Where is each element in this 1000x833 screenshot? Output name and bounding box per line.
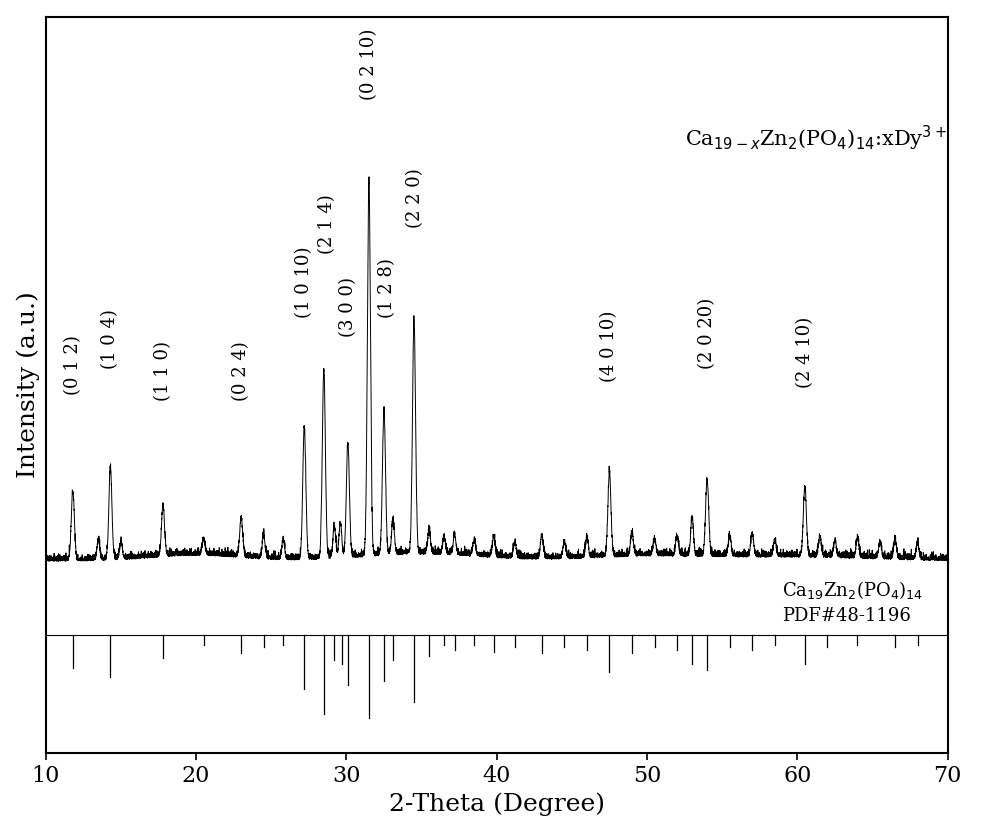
Text: (2 1 4): (2 1 4) — [318, 194, 336, 254]
Text: (0 2 4): (0 2 4) — [232, 342, 250, 401]
Text: (1 0 4): (1 0 4) — [101, 309, 119, 369]
Text: Ca$_{19}$Zn$_2$(PO$_4$)$_{14}$: Ca$_{19}$Zn$_2$(PO$_4$)$_{14}$ — [782, 579, 923, 601]
Text: (4 0 10): (4 0 10) — [600, 311, 618, 382]
Y-axis label: Intensity (a.u.): Intensity (a.u.) — [17, 292, 40, 478]
Text: (0 1 2): (0 1 2) — [64, 335, 82, 395]
Text: (1 2 8): (1 2 8) — [378, 258, 396, 317]
Text: (2 2 0): (2 2 0) — [407, 168, 425, 228]
Text: (2 0 20): (2 0 20) — [698, 297, 716, 369]
X-axis label: 2-Theta (Degree): 2-Theta (Degree) — [389, 793, 605, 816]
Text: PDF#48-1196: PDF#48-1196 — [782, 606, 911, 625]
Text: (0 2 10): (0 2 10) — [360, 28, 378, 100]
Text: (2 4 10): (2 4 10) — [796, 317, 814, 388]
Text: Ca$_{19-x}$Zn$_2$(PO$_4$)$_{14}$:xDy$^{3+}$: Ca$_{19-x}$Zn$_2$(PO$_4$)$_{14}$:xDy$^{3… — [685, 124, 946, 153]
Text: (1 1 0): (1 1 0) — [154, 341, 172, 401]
Text: (1 0 10): (1 0 10) — [295, 247, 313, 317]
Text: (3 0 0): (3 0 0) — [339, 277, 357, 337]
